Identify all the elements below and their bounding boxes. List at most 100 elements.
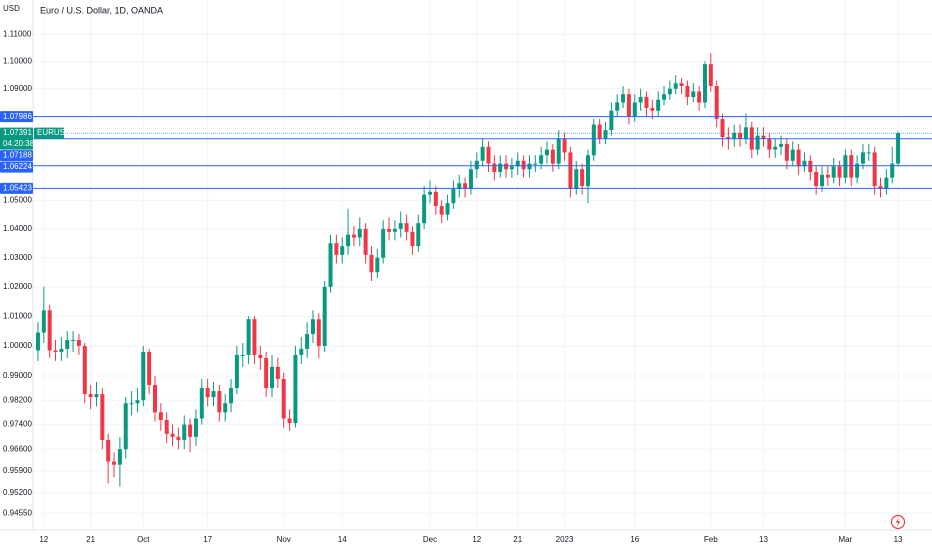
candle-body bbox=[217, 391, 222, 413]
candle-body bbox=[585, 155, 590, 187]
candle-body bbox=[398, 223, 403, 229]
candle-body bbox=[252, 319, 257, 355]
candle-body bbox=[890, 163, 895, 178]
candle-body bbox=[691, 91, 696, 97]
x-tick-label: 12 bbox=[39, 535, 48, 544]
candle-body bbox=[738, 132, 743, 139]
candle-body bbox=[580, 169, 585, 187]
candle-body bbox=[515, 160, 520, 167]
candle-body bbox=[123, 403, 128, 450]
candle-body bbox=[837, 166, 842, 178]
candle-body bbox=[568, 152, 573, 189]
candles bbox=[35, 53, 901, 487]
candle-body bbox=[457, 183, 462, 189]
x-tick-label: Mar bbox=[839, 535, 853, 544]
candle-body bbox=[761, 135, 766, 139]
level-tag bbox=[0, 150, 33, 162]
candle-body bbox=[310, 319, 315, 335]
candle-body bbox=[135, 400, 140, 404]
candle-body bbox=[53, 350, 58, 352]
candle-body bbox=[697, 91, 702, 103]
candle-body bbox=[76, 339, 81, 346]
x-tick-label: Feb bbox=[704, 535, 718, 544]
level-label: 1.07188 bbox=[3, 151, 32, 160]
candle-body bbox=[392, 228, 397, 232]
candle-body bbox=[667, 88, 672, 95]
candle-body bbox=[626, 94, 631, 117]
candle-body bbox=[188, 424, 193, 437]
candle-body bbox=[849, 155, 854, 178]
candle-body bbox=[340, 246, 345, 255]
x-tick-label: 14 bbox=[338, 535, 347, 544]
x-tick-label: 2023 bbox=[556, 535, 574, 544]
candle-body bbox=[240, 354, 245, 356]
candle-body bbox=[755, 135, 760, 150]
candle-body bbox=[662, 94, 667, 100]
candle-body bbox=[410, 231, 415, 247]
candle-body bbox=[550, 149, 555, 164]
candle-body bbox=[545, 149, 550, 156]
candle-body bbox=[293, 354, 298, 424]
candle-body bbox=[451, 188, 456, 204]
y-tick-label: 1.10000 bbox=[3, 57, 32, 66]
candle-body bbox=[708, 64, 713, 87]
candle-body bbox=[322, 286, 327, 346]
candle-body bbox=[820, 174, 825, 187]
candle-body bbox=[35, 332, 40, 351]
candle-body bbox=[831, 166, 836, 178]
symbol-label: EURUSD bbox=[37, 128, 71, 137]
candle-body bbox=[375, 257, 380, 273]
candle-body bbox=[855, 163, 860, 178]
candle-body bbox=[439, 206, 444, 215]
candle-body bbox=[562, 138, 567, 153]
y-tick-label: 0.99000 bbox=[3, 371, 32, 380]
replay-icon[interactable] bbox=[890, 514, 906, 530]
icon-bolt bbox=[895, 517, 901, 527]
candle-body bbox=[679, 83, 684, 87]
candle-body bbox=[112, 461, 117, 465]
candle-body bbox=[59, 348, 64, 352]
level-label: 1.05423 bbox=[3, 183, 32, 192]
last-price-tag bbox=[0, 127, 33, 150]
candle-body bbox=[714, 86, 719, 120]
candle-body bbox=[843, 155, 848, 178]
level-tag bbox=[0, 182, 33, 194]
y-tick-label: 1.04000 bbox=[3, 224, 32, 233]
candle-body bbox=[369, 254, 374, 273]
candle-body bbox=[328, 243, 333, 287]
candle-body bbox=[164, 419, 169, 434]
candle-body bbox=[790, 149, 795, 161]
candle-body bbox=[539, 155, 544, 164]
candle-body bbox=[860, 152, 865, 164]
candle-body bbox=[884, 177, 889, 189]
candle-body bbox=[480, 146, 485, 161]
y-tick-label: 1.09000 bbox=[3, 84, 32, 93]
candle-body bbox=[638, 96, 643, 103]
candle-body bbox=[896, 133, 901, 164]
candle-body bbox=[621, 94, 626, 103]
level-tag bbox=[0, 161, 33, 173]
candle-body bbox=[504, 163, 509, 170]
candle-body bbox=[445, 203, 450, 215]
candle-body bbox=[644, 96, 649, 108]
candle-body bbox=[117, 449, 122, 465]
candle-body bbox=[527, 163, 532, 170]
candle-body bbox=[193, 418, 198, 437]
candle-body bbox=[199, 388, 204, 419]
level-tag bbox=[0, 111, 33, 123]
level-label: 1.07986 bbox=[3, 112, 32, 121]
symbol-tag bbox=[34, 127, 64, 139]
countdown-label: 04:20:38 bbox=[3, 139, 35, 148]
candle-body bbox=[246, 319, 251, 355]
candle-body bbox=[615, 102, 620, 111]
candle-body bbox=[152, 385, 157, 413]
candle-body bbox=[205, 388, 210, 398]
chart-title: Euro / U.S. Dollar, 1D, OANDA bbox=[40, 5, 163, 15]
candle-body bbox=[223, 403, 228, 413]
candle-body bbox=[47, 310, 52, 351]
candle-body bbox=[281, 378, 286, 419]
y-tick-label: 0.95200 bbox=[3, 488, 32, 497]
x-tick-label: Nov bbox=[277, 535, 291, 544]
candle-body bbox=[106, 439, 111, 462]
